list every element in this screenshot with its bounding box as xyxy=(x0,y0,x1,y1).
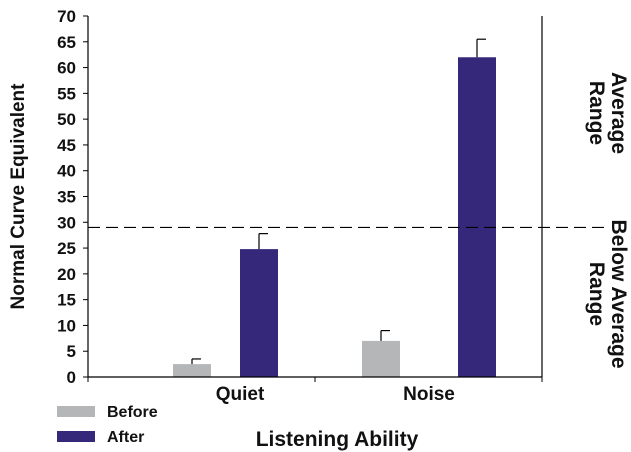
y-tick-label: 30 xyxy=(57,213,76,232)
y-tick-label: 55 xyxy=(57,84,76,103)
y-tick-label: 0 xyxy=(67,368,76,387)
bar-after xyxy=(458,57,496,377)
axes xyxy=(83,15,543,382)
y-axis-title: Normal Curve Equivalent xyxy=(8,83,29,310)
y-tick-label: 65 xyxy=(57,33,76,52)
bar-after xyxy=(240,249,278,377)
legend-swatch-after xyxy=(57,431,95,442)
plot-area xyxy=(88,38,610,377)
y-tick-label: 35 xyxy=(57,188,76,207)
bar-before xyxy=(362,340,400,377)
y-tick-label: 70 xyxy=(57,7,76,26)
bar-before xyxy=(173,364,211,377)
legend-swatch-before xyxy=(57,406,95,417)
x-category-label: Quiet xyxy=(216,384,265,405)
legend-label-before: Before xyxy=(107,404,158,421)
x-category-label: Noise xyxy=(403,384,455,405)
legend-label-after: After xyxy=(107,429,144,446)
labels: 0 5 10 15 20 25 30 35 40 45 50 55 60 65 70 Quiet Noise No… xyxy=(8,7,630,451)
y-tick-label: 45 xyxy=(57,136,76,155)
y-tick-label: 50 xyxy=(57,110,76,129)
y-tick-label: 60 xyxy=(57,59,76,78)
y-tick-label: 40 xyxy=(57,162,76,181)
x-axis-title: Listening Ability xyxy=(256,428,419,451)
region-label-below-average: Below AverageRange xyxy=(585,220,630,369)
y-tick-label: 20 xyxy=(57,265,76,284)
y-tick-label: 15 xyxy=(57,291,76,310)
y-tick-label: 10 xyxy=(57,316,76,335)
y-tick-label: 25 xyxy=(57,239,76,258)
y-tick-label: 5 xyxy=(67,342,76,361)
region-label-average: AverageRange xyxy=(585,72,630,154)
